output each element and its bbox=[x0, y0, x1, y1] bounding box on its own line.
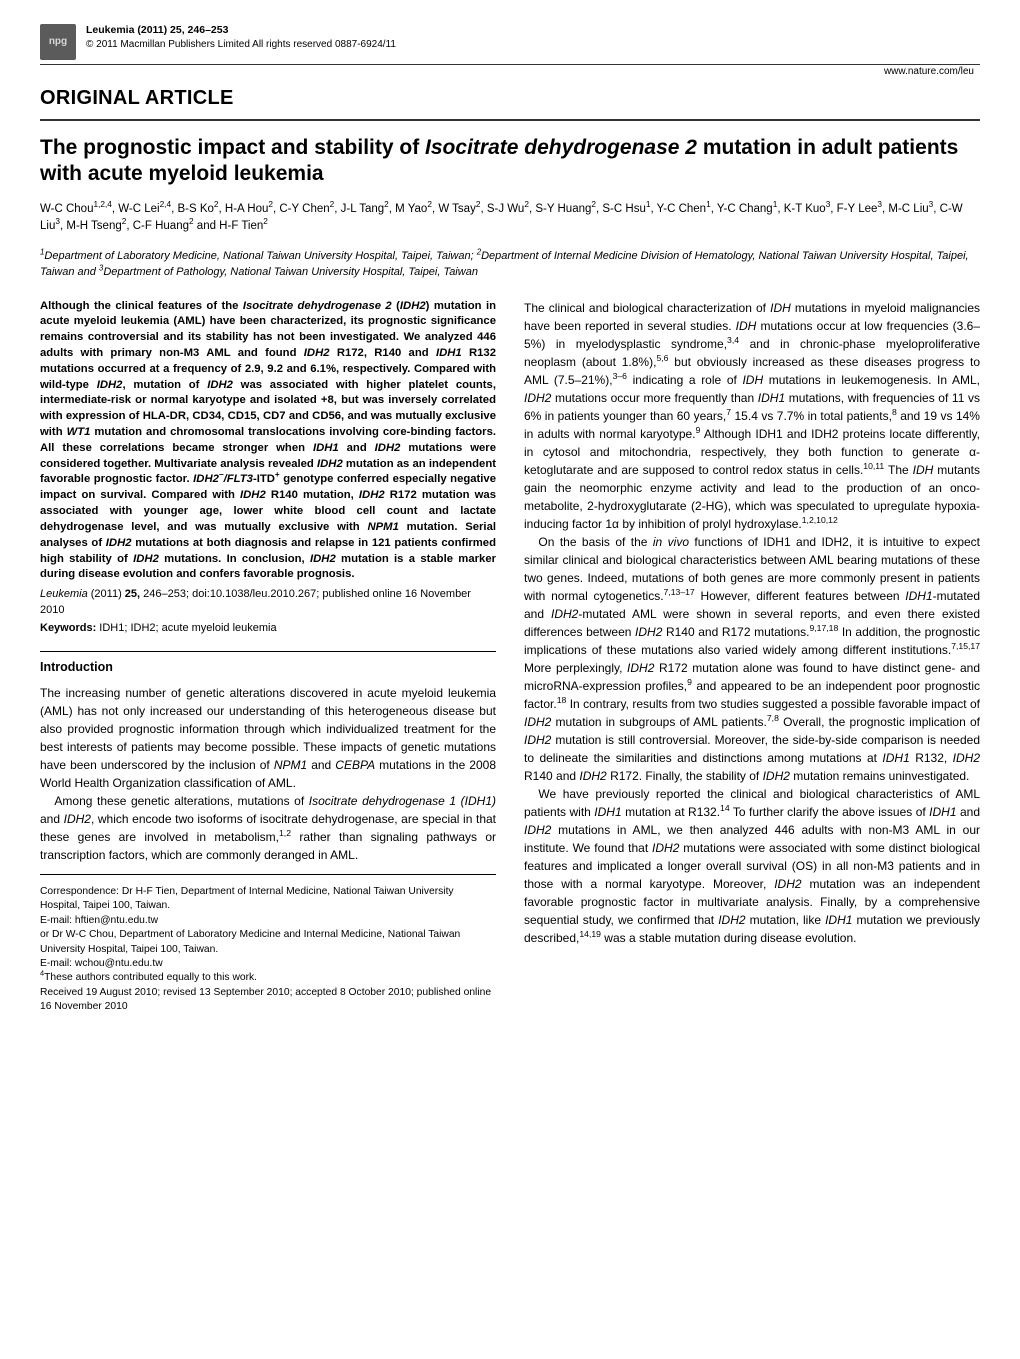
abstract-citation: Leukemia (2011) 25, 246–253; doi:10.1038… bbox=[40, 587, 496, 618]
corr-received: Received 19 August 2010; revised 13 Sept… bbox=[40, 986, 496, 1015]
article-title: The prognostic impact and stability of I… bbox=[40, 135, 980, 188]
right-p3: We have previously reported the clinical… bbox=[524, 785, 980, 947]
keywords-text: IDH1; IDH2; acute myeloid leukemia bbox=[96, 622, 276, 634]
keywords-line: Keywords: IDH1; IDH2; acute myeloid leuk… bbox=[40, 621, 496, 637]
right-body: The clinical and biological characteriza… bbox=[524, 299, 980, 947]
author-list: W-C Chou1,2,4, W-C Lei2,4, B-S Ko2, H-A … bbox=[40, 201, 980, 236]
intro-rule bbox=[40, 651, 496, 652]
right-column: The clinical and biological characteriza… bbox=[524, 299, 980, 1015]
intro-body: The increasing number of genetic alterat… bbox=[40, 684, 496, 864]
keywords-label: Keywords: bbox=[40, 622, 96, 634]
corr-line1: Correspondence: Dr H-F Tien, Department … bbox=[40, 885, 496, 914]
copyright-line: © 2011 Macmillan Publishers Limited All … bbox=[86, 38, 980, 51]
npg-badge-label: npg bbox=[49, 35, 67, 50]
section-heading: ORIGINAL ARTICLE bbox=[40, 84, 980, 113]
abstract-text: Although the clinical features of the Is… bbox=[40, 299, 496, 584]
journal-citation-line: Leukemia (2011) 25, 246–253 bbox=[86, 24, 980, 38]
journal-info-block: Leukemia (2011) 25, 246–253 © 2011 Macmi… bbox=[86, 24, 980, 51]
introduction-heading: Introduction bbox=[40, 658, 496, 676]
left-column: Although the clinical features of the Is… bbox=[40, 299, 496, 1015]
corr-note4: 4These authors contributed equally to th… bbox=[40, 971, 496, 985]
intro-p1: The increasing number of genetic alterat… bbox=[40, 684, 496, 792]
corr-email1: E-mail: hftien@ntu.edu.tw bbox=[40, 914, 496, 928]
journal-url: www.nature.com/leu bbox=[40, 65, 980, 80]
correspondence-block: Correspondence: Dr H-F Tien, Department … bbox=[40, 885, 496, 1015]
right-p2: On the basis of the in vivo functions of… bbox=[524, 533, 980, 785]
intro-p2: Among these genetic alterations, mutatio… bbox=[40, 792, 496, 864]
two-column-layout: Although the clinical features of the Is… bbox=[40, 299, 980, 1015]
npg-badge-icon: npg bbox=[40, 24, 76, 60]
section-rule bbox=[40, 119, 980, 121]
corr-email2: E-mail: wchou@ntu.edu.tw bbox=[40, 957, 496, 971]
journal-header: npg Leukemia (2011) 25, 246–253 © 2011 M… bbox=[40, 24, 980, 60]
corr-line2: or Dr W-C Chou, Department of Laboratory… bbox=[40, 928, 496, 957]
correspondence-rule bbox=[40, 874, 496, 875]
affiliations: 1Department of Laboratory Medicine, Nati… bbox=[40, 248, 980, 281]
right-p1: The clinical and biological characteriza… bbox=[524, 299, 980, 533]
